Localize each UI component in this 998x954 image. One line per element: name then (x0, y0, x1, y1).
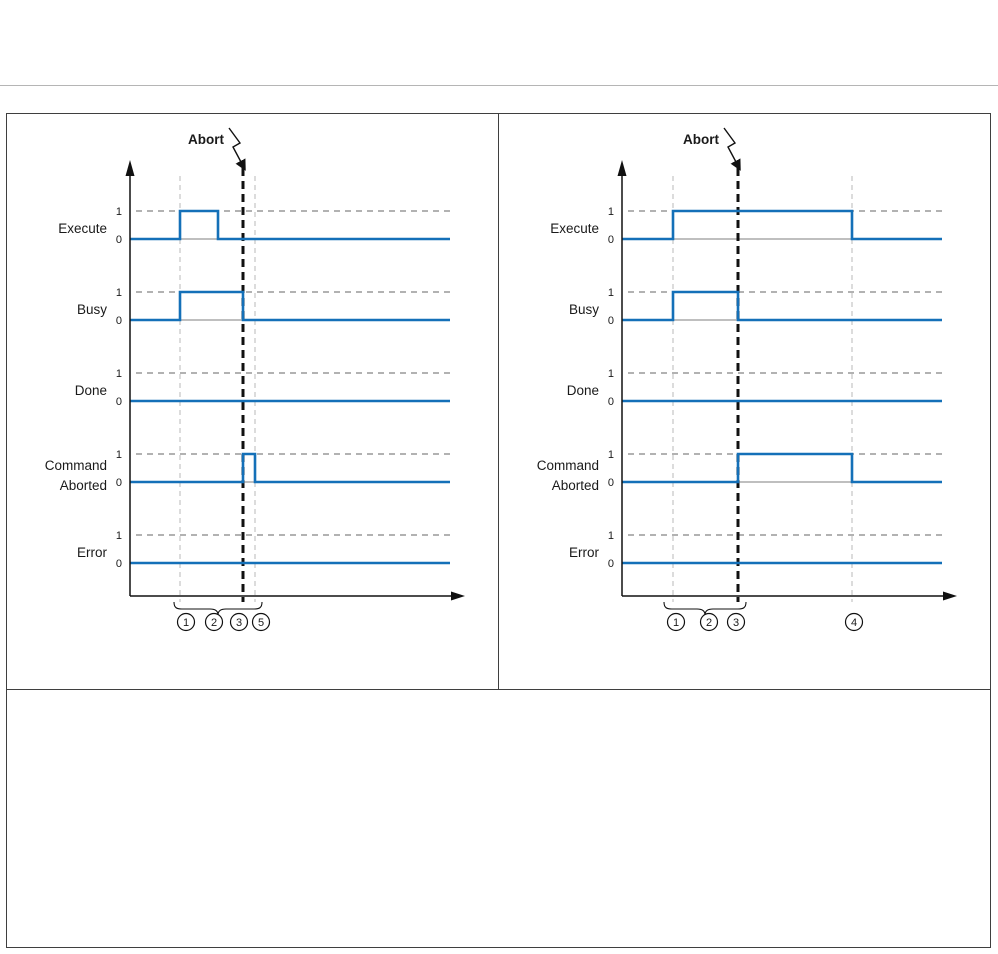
timing-diagram-svg: 10Execute10Busy10Done10CommandAborted10E… (45, 127, 465, 632)
step-marker-number: 5 (258, 617, 264, 629)
signal-label: Command (45, 458, 107, 473)
abort-arrow (228, 127, 246, 171)
panel-divider (498, 114, 499, 689)
level-0-label: 0 (608, 558, 614, 570)
level-1-label: 1 (116, 206, 122, 218)
step-marker-circle (844, 612, 864, 632)
step-marker-number: 2 (211, 617, 217, 629)
level-0-label: 0 (116, 477, 122, 489)
step-marker-circle (666, 612, 686, 632)
level-1-label: 1 (608, 287, 614, 299)
abort-label: Abort (683, 132, 719, 147)
level-0-label: 0 (608, 315, 614, 327)
empty-lower-section (7, 690, 990, 947)
abort-label: Abort (188, 132, 224, 147)
step-marker-number: 3 (733, 617, 739, 629)
timing-diagram-right: 1 0 Execute 1 0 Busy 1 0 Done 1 0 Command Aborted 1 0 E… (499, 114, 991, 689)
signal-label: Execute (550, 221, 599, 236)
x-axis-arrow (451, 591, 465, 601)
signal-waveform (130, 452, 450, 484)
signal-label: Busy (569, 302, 599, 317)
figure-frame: 1 0 Execute 1 0 Busy 1 0 Done 1 0 Command Aborted 1 0 E… (6, 113, 991, 948)
signal-waveform (622, 290, 942, 322)
level-1-label: 1 (608, 530, 614, 542)
step-marker-circle (204, 612, 224, 632)
step-marker-number: 4 (851, 617, 857, 629)
signal-label: Execute (58, 221, 107, 236)
step-marker-number: 2 (706, 617, 712, 629)
level-0-label: 0 (116, 234, 122, 246)
signal-waveform (622, 452, 942, 484)
signal-label: Aborted (60, 478, 107, 493)
level-0-label: 0 (608, 234, 614, 246)
signal-label: Busy (77, 302, 107, 317)
level-0-label: 0 (116, 315, 122, 327)
y-axis-arrow (125, 160, 135, 176)
signal-label: Aborted (552, 478, 599, 493)
timing-diagram-svg: 10Execute10Busy10Done10CommandAborted10E… (537, 127, 957, 632)
page-top-rule (0, 85, 998, 86)
x-axis-arrow (943, 591, 957, 601)
section-divider (7, 689, 990, 690)
signal-waveform (130, 290, 450, 322)
level-0-label: 0 (116, 558, 122, 570)
level-1-label: 1 (608, 206, 614, 218)
level-1-label: 1 (116, 368, 122, 380)
signal-waveform (130, 209, 450, 241)
level-1-label: 1 (608, 368, 614, 380)
signal-label: Command (537, 458, 599, 473)
level-0-label: 0 (116, 396, 122, 408)
signal-label: Done (567, 383, 599, 398)
step-marker-circle (251, 612, 271, 632)
y-axis-arrow (617, 160, 627, 176)
level-0-label: 0 (608, 396, 614, 408)
signal-label: Done (75, 383, 107, 398)
level-1-label: 1 (116, 287, 122, 299)
step-marker-number: 1 (673, 617, 679, 629)
step-marker-number: 3 (236, 617, 242, 629)
timing-diagram-left: 1 0 Execute 1 0 Busy 1 0 Done 1 0 Command Aborted 1 0 E… (7, 114, 499, 689)
signal-label: Error (77, 545, 108, 560)
step-marker-circle (229, 612, 249, 632)
step-marker-circle (726, 612, 746, 632)
step-marker-circle (699, 612, 719, 632)
level-1-label: 1 (116, 530, 122, 542)
level-1-label: 1 (116, 449, 122, 461)
abort-arrow (723, 127, 741, 171)
step-marker-number: 1 (183, 617, 189, 629)
signal-label: Error (569, 545, 600, 560)
level-0-label: 0 (608, 477, 614, 489)
signal-waveform (622, 209, 942, 241)
step-marker-circle (176, 612, 196, 632)
level-1-label: 1 (608, 449, 614, 461)
